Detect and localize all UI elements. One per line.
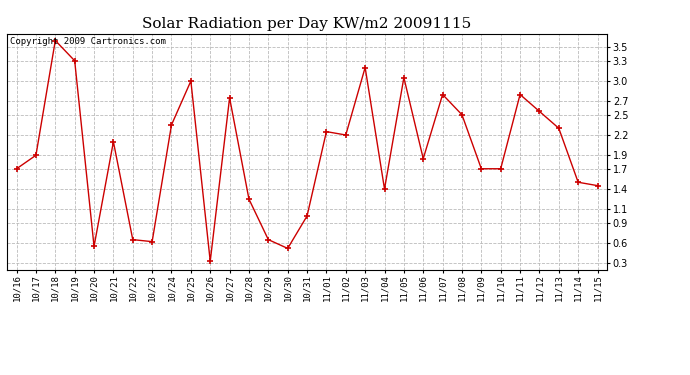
Title: Solar Radiation per Day KW/m2 20091115: Solar Radiation per Day KW/m2 20091115 [142,17,472,31]
Text: Copyright 2009 Cartronics.com: Copyright 2009 Cartronics.com [10,37,166,46]
